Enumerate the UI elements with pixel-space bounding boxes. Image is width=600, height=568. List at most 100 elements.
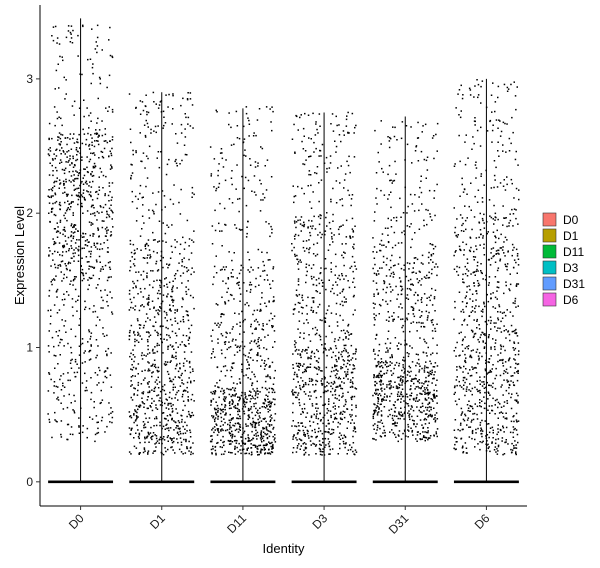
point (268, 424, 271, 426)
point (327, 389, 329, 392)
point (305, 367, 308, 369)
point (314, 228, 317, 230)
point (89, 338, 91, 340)
point (231, 400, 234, 402)
point (270, 431, 272, 434)
point (225, 224, 227, 226)
point (133, 282, 135, 285)
point (502, 372, 505, 375)
point (154, 363, 156, 366)
point (48, 137, 50, 140)
point (299, 353, 301, 355)
point (193, 193, 195, 196)
point (301, 296, 303, 299)
point (59, 378, 61, 381)
point (456, 366, 458, 368)
point (391, 414, 394, 417)
point (138, 437, 140, 440)
point (72, 214, 74, 216)
point (58, 242, 61, 244)
point (54, 166, 57, 169)
point (79, 169, 82, 171)
point (80, 194, 83, 196)
point (211, 340, 213, 342)
point (403, 429, 406, 431)
point (165, 450, 167, 453)
point (316, 253, 319, 256)
point (254, 444, 256, 446)
point (106, 334, 108, 337)
point (329, 448, 331, 451)
point (515, 444, 517, 446)
point (392, 318, 394, 321)
point (303, 391, 306, 393)
point (316, 349, 318, 351)
point (64, 167, 67, 170)
point (90, 277, 93, 279)
point (107, 261, 110, 264)
point (341, 367, 344, 369)
point (313, 390, 316, 392)
point (354, 225, 356, 227)
point (426, 317, 429, 319)
point (315, 332, 318, 335)
point (428, 262, 430, 264)
point (322, 448, 324, 450)
point (73, 142, 76, 144)
point (267, 423, 269, 425)
point (66, 143, 68, 146)
point (72, 201, 74, 203)
point (182, 393, 184, 396)
point (90, 134, 92, 136)
point (485, 443, 487, 445)
point (215, 303, 218, 305)
point (378, 343, 381, 346)
point (418, 228, 421, 230)
point (108, 106, 110, 108)
point (155, 446, 157, 448)
point (436, 352, 438, 355)
point (414, 302, 417, 305)
point (217, 169, 219, 172)
point (397, 316, 400, 318)
point (65, 181, 67, 183)
point (389, 413, 391, 416)
point (307, 296, 309, 299)
point (309, 247, 311, 249)
point (373, 348, 375, 351)
point (147, 244, 150, 247)
point (307, 356, 309, 359)
point (70, 37, 73, 39)
point (167, 266, 169, 269)
point (375, 432, 377, 435)
point (249, 164, 252, 166)
point (185, 290, 187, 293)
point (255, 328, 257, 330)
point (129, 433, 132, 435)
point (135, 150, 137, 152)
point (103, 335, 106, 337)
point (299, 332, 302, 334)
point (234, 387, 237, 389)
point (111, 136, 114, 138)
point (510, 451, 513, 454)
point (387, 136, 389, 138)
point (462, 388, 465, 390)
point (333, 418, 336, 420)
point (345, 275, 347, 277)
point (245, 374, 247, 376)
point (184, 357, 186, 360)
point (351, 112, 354, 115)
point (318, 113, 321, 115)
point (377, 406, 379, 408)
point (380, 375, 382, 377)
point (516, 283, 518, 285)
point (192, 442, 194, 444)
point (237, 282, 239, 284)
point (192, 370, 194, 372)
point (256, 345, 259, 348)
point (404, 339, 406, 342)
point (160, 100, 163, 102)
point (320, 370, 322, 372)
point (316, 380, 319, 383)
